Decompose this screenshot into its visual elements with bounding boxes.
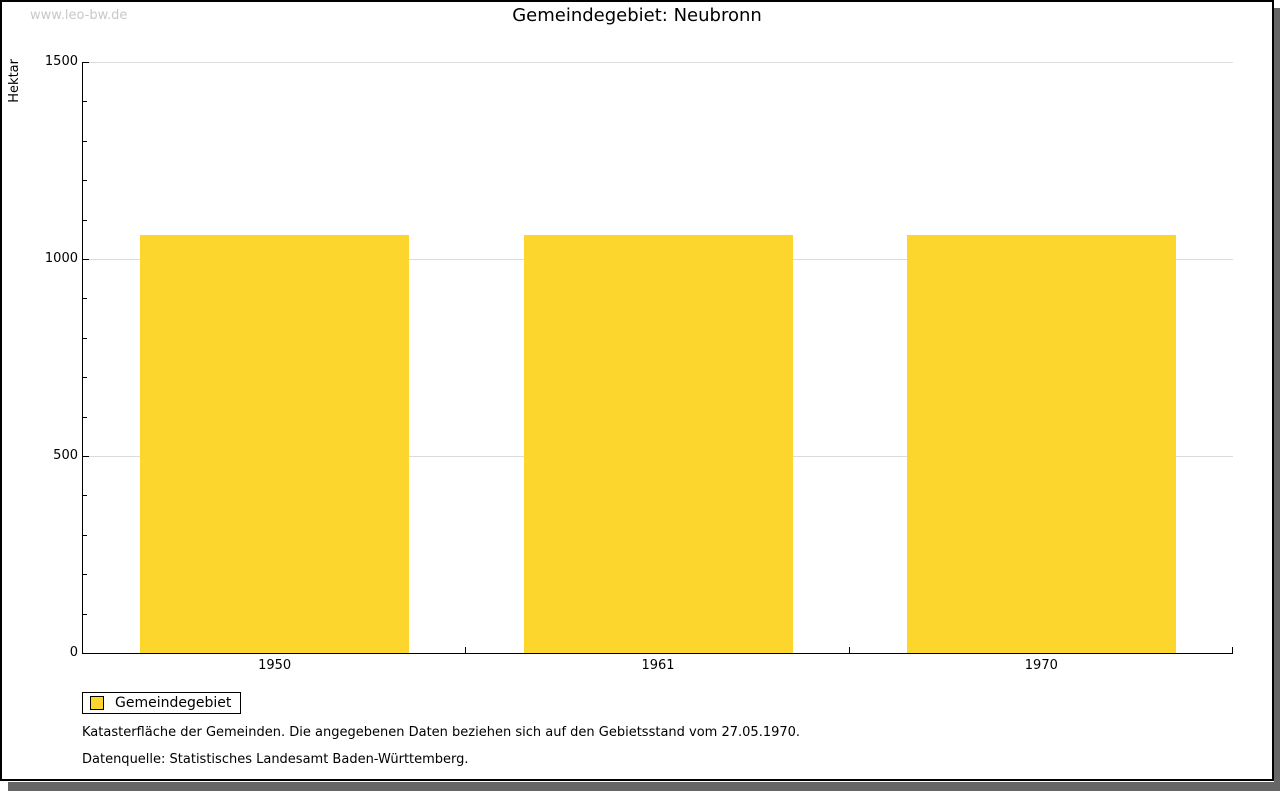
y-minor-tick-600 (83, 416, 87, 418)
y-gridline-1500 (83, 62, 1233, 63)
y-minor-tick-400 (83, 495, 87, 497)
x-tick-label-1950: 1950 (258, 658, 292, 673)
y-minor-tick-1100 (83, 219, 87, 221)
legend: Gemeindegebiet (82, 692, 242, 714)
window-shadow-bottom (8, 782, 1280, 791)
x-axis-tick-2 (848, 647, 850, 653)
y-minor-tick-700 (83, 377, 87, 379)
legend-label: Gemeindegebiet (115, 695, 232, 711)
x-axis-line (82, 653, 1233, 654)
watermark: www.leo-bw.de (30, 8, 128, 23)
y-minor-tick-200 (83, 574, 87, 576)
y-minor-tick-900 (83, 298, 87, 300)
chart-title: Gemeindegebiet: Neubronn (512, 5, 762, 26)
y-axis-line (82, 62, 83, 654)
y-minor-tick-1300 (83, 140, 87, 142)
y-major-tick-1500 (83, 62, 89, 63)
x-axis-tick-1 (465, 647, 467, 653)
y-minor-tick-1200 (83, 180, 87, 182)
bar-1950 (140, 235, 410, 653)
y-minor-tick-800 (83, 337, 87, 339)
y-tick-label-0: 0 (69, 645, 78, 660)
y-major-tick-1000 (83, 259, 89, 260)
y-tick-label-1000: 1000 (44, 251, 78, 266)
y-minor-tick-1400 (83, 101, 87, 103)
window-shadow-right (1274, 8, 1280, 791)
footnote-source-note: Katasterfläche der Gemeinden. Die angege… (82, 725, 801, 740)
bar-1970 (906, 235, 1176, 653)
y-tick-label-500: 500 (53, 448, 78, 463)
footnote-data-source: Datenquelle: Statistisches Landesamt Bad… (82, 752, 469, 767)
legend-swatch (90, 696, 104, 710)
y-major-tick-500 (83, 456, 89, 457)
y-tick-label-1500: 1500 (44, 54, 78, 69)
x-tick-label-1970: 1970 (1024, 658, 1058, 673)
y-minor-tick-100 (83, 613, 87, 615)
bar-1961 (523, 235, 793, 653)
x-tick-label-1961: 1961 (641, 658, 675, 673)
y-minor-tick-300 (83, 534, 87, 536)
x-axis-tick-3 (1232, 647, 1233, 653)
